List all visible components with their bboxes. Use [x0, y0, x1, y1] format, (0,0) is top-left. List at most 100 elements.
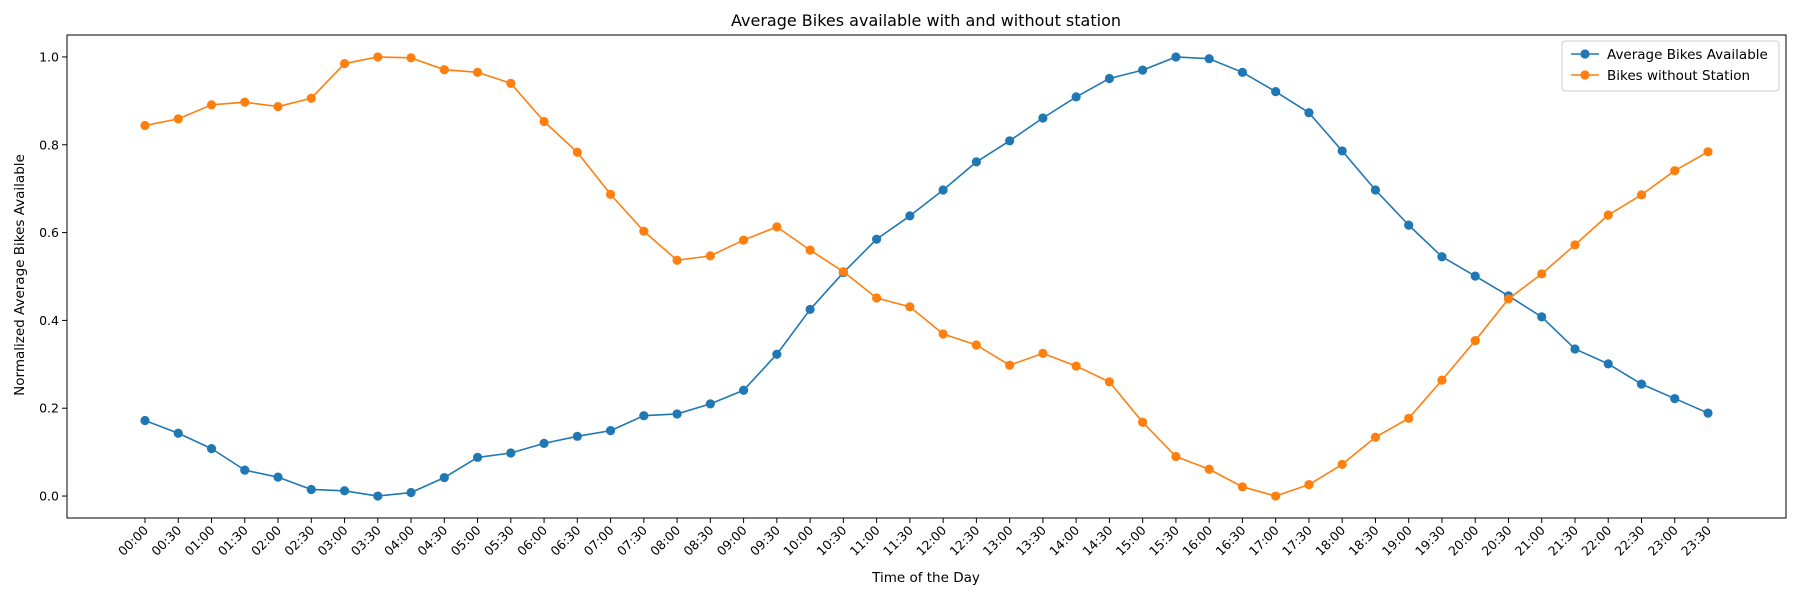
series-1-point: [739, 385, 749, 395]
series-1-point: [1636, 379, 1647, 389]
series-1-point: [572, 431, 582, 441]
plot-frame: [66, 34, 1787, 519]
legend-label-2: Bikes without Station: [1607, 68, 1750, 84]
series-2-point: [672, 255, 682, 265]
series-2-point: [1005, 360, 1015, 370]
series-1-point: [1670, 393, 1680, 404]
series-2-point: [772, 222, 782, 232]
series-2-point: [140, 120, 150, 131]
series-2-point: [639, 226, 649, 236]
series-2-point: [1670, 166, 1680, 176]
series-1-point: [1337, 146, 1347, 156]
series-2-point: [1437, 375, 1447, 385]
legend: Average Bikes Available Bikes without Sta…: [1561, 40, 1780, 92]
series-1-point: [1005, 136, 1015, 146]
legend-box: [1561, 40, 1780, 92]
x-axis-title: Time of the Day: [871, 570, 980, 586]
series-2-point: [373, 52, 383, 62]
series-2-point: [1271, 491, 1281, 501]
series-1-point: [472, 452, 483, 463]
legend-marker-2: [1580, 70, 1590, 80]
series-1-point: [1138, 65, 1148, 75]
series-2-point: [1337, 459, 1347, 470]
series-1-point: [306, 484, 316, 495]
series-1-point: [1437, 252, 1447, 262]
series-1-point: [273, 472, 283, 482]
series-2-point: [1404, 413, 1414, 423]
series-2-point: [805, 245, 815, 255]
series-2-point: [1071, 361, 1081, 371]
series-2-point: [905, 302, 915, 312]
series-2-point: [938, 329, 948, 339]
series-2-point: [506, 78, 516, 88]
series-1-point: [373, 491, 383, 501]
series-2-point: [1570, 240, 1580, 250]
series-2-point: [306, 93, 316, 103]
series-1-point: [240, 465, 250, 475]
series-2-point: [1171, 451, 1181, 462]
series-1-point: [639, 411, 649, 421]
series-1-point: [1304, 108, 1314, 118]
legend-marker-1: [1580, 49, 1590, 59]
series-1-point: [1404, 220, 1414, 230]
series-1-point: [506, 448, 516, 458]
series-1-point: [140, 415, 150, 426]
series-2-point: [472, 67, 483, 77]
y-tick-label: 0.4: [39, 313, 59, 328]
y-tick-label: 1.0: [39, 49, 59, 64]
series-2-point: [1104, 377, 1114, 387]
series-2-point: [1503, 294, 1514, 304]
series-2-point: [240, 97, 250, 107]
series-1-point: [539, 438, 549, 448]
series-1-point: [1470, 271, 1480, 281]
series-1-point: [439, 473, 449, 483]
series-1-point: [1370, 185, 1381, 195]
series-1-point: [1171, 52, 1181, 62]
series-2-point: [1636, 190, 1647, 200]
series-1-point: [1204, 54, 1214, 64]
series-2-point: [1703, 147, 1713, 157]
series-2-point: [1537, 269, 1547, 279]
series-2-point: [439, 65, 449, 75]
series-1-point: [672, 409, 682, 419]
series-1-point: [971, 157, 981, 167]
series-2-point: [539, 116, 549, 127]
y-tick-label: 0.2: [39, 401, 59, 416]
series-1-point: [905, 211, 915, 221]
series-2-point: [1237, 482, 1248, 492]
series-line-1: [144, 56, 1709, 497]
series-line-2: [144, 56, 1709, 497]
series-1-point: [1537, 312, 1547, 322]
series-2-point: [872, 293, 882, 303]
series-1-point: [605, 426, 616, 436]
series-2-point: [1370, 432, 1381, 442]
series-1-point: [1271, 87, 1281, 97]
series-1-point: [705, 399, 715, 409]
series-2-point: [339, 58, 350, 69]
y-tick-label: 0.8: [39, 137, 59, 152]
series-2-point: [1470, 336, 1480, 346]
series-2-point: [1038, 348, 1048, 358]
series-1-point: [1071, 92, 1081, 102]
series-2-point: [838, 267, 848, 277]
series-1-point: [938, 185, 948, 195]
series-2-point: [206, 100, 217, 110]
series-1-point: [206, 444, 217, 454]
series-1-point: [872, 234, 882, 244]
series-2-point: [705, 251, 715, 261]
y-axis-title: Normalized Average Bikes Available: [12, 154, 28, 396]
series-1-point: [1703, 408, 1713, 418]
chart-title: Average Bikes available with and without…: [731, 11, 1121, 30]
series-1-point: [173, 428, 183, 438]
series-2-point: [173, 114, 183, 124]
series-2-point: [1204, 464, 1214, 474]
series-1-point: [805, 304, 815, 315]
series-2-point: [1603, 210, 1613, 220]
series-1-point: [1570, 344, 1580, 354]
series-2-point: [605, 189, 616, 199]
series-2-point: [1304, 480, 1314, 490]
series-1-point: [1038, 113, 1048, 123]
series-2-point: [273, 101, 283, 112]
